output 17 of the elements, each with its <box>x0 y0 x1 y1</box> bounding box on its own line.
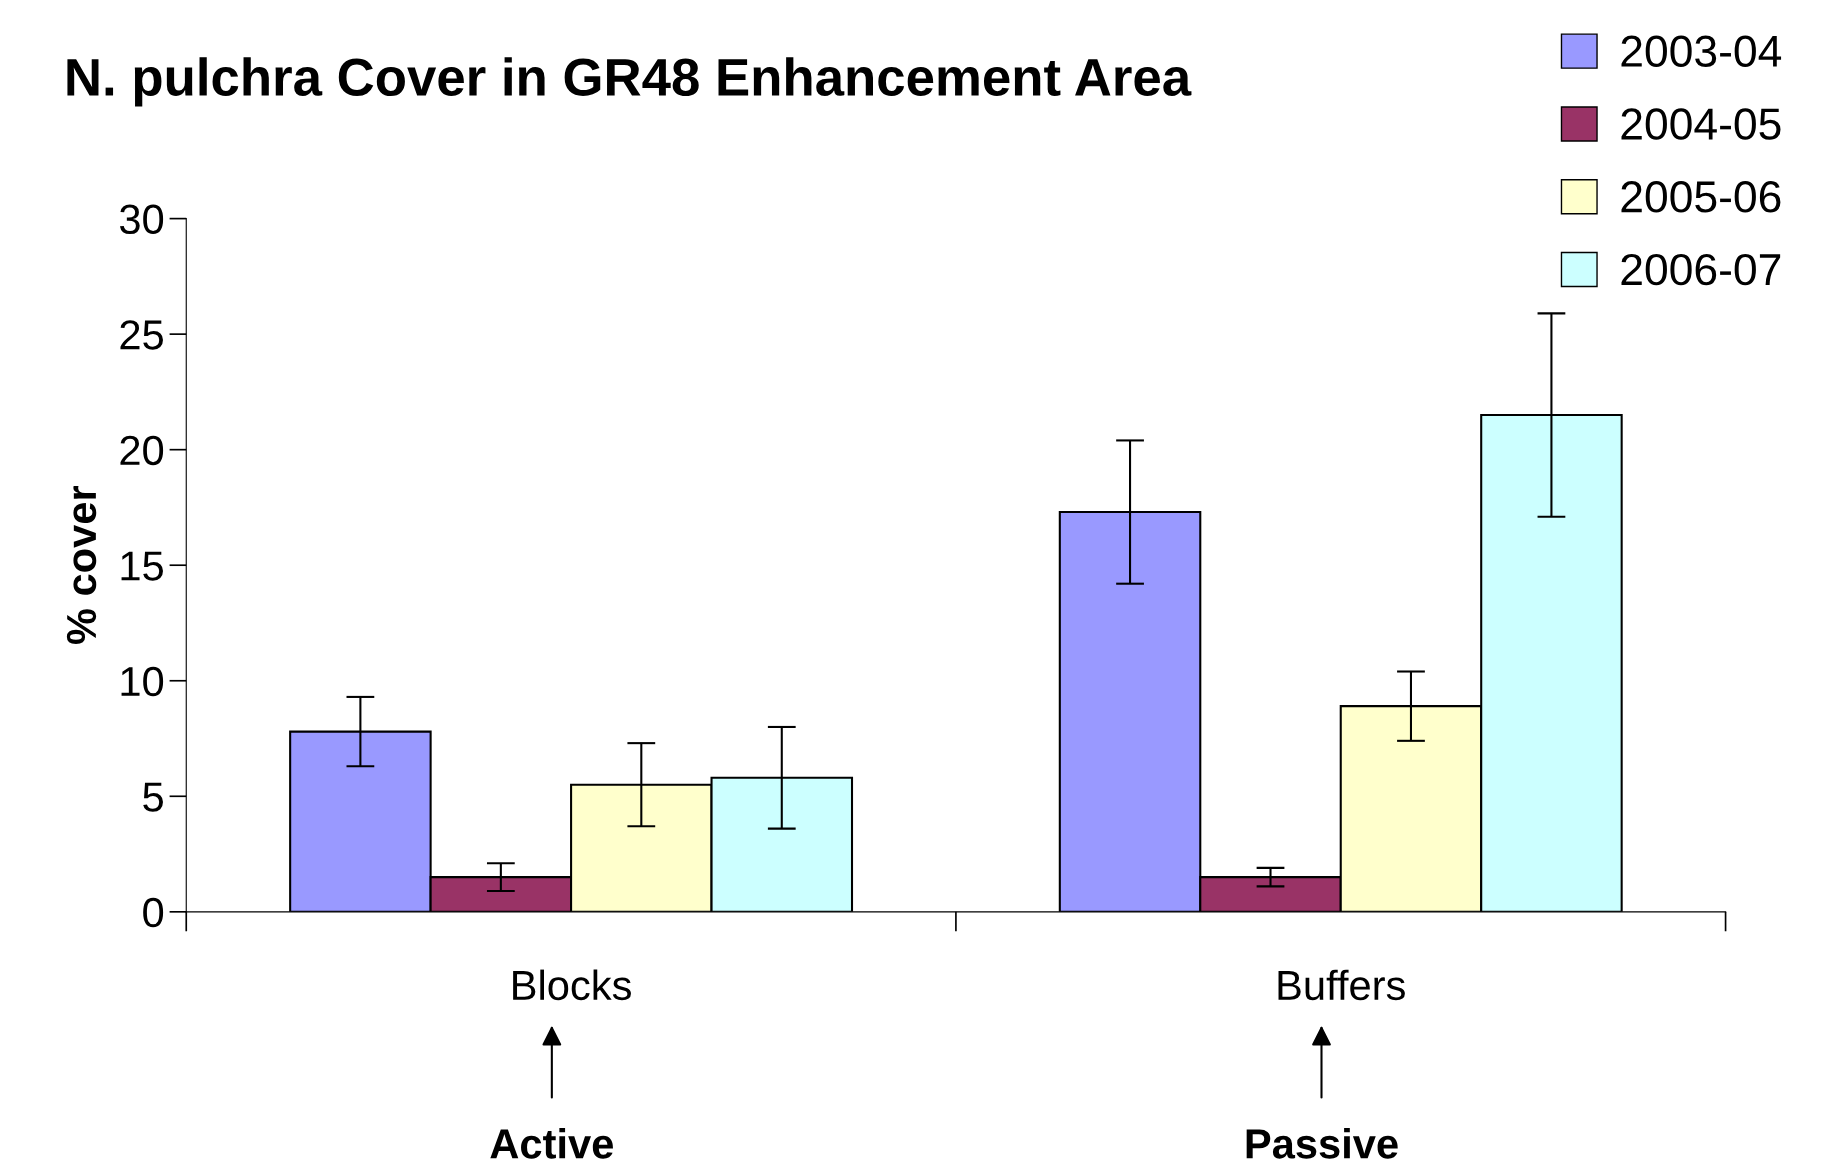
y-tick-label: 15 <box>121 551 163 581</box>
chart-title: N. pulchra Cover in GR48 Enhancement Area <box>67 57 1192 107</box>
legend-label: 2006-07 <box>1621 253 1781 286</box>
y-tick-label: 5 <box>143 782 163 812</box>
x-tick-label: Buffers <box>1278 969 1405 1001</box>
x-tick-label: Blocks <box>513 969 631 1001</box>
legend-label: 2003-04 <box>1621 35 1782 68</box>
legend-label: 2004-05 <box>1621 108 1781 140</box>
y-tick-label: 10 <box>121 666 164 697</box>
text: Passive <box>1246 1128 1398 1159</box>
y-axis-title: % cover <box>66 485 97 645</box>
y-tick-label: 20 <box>120 435 164 466</box>
y-tick-label: 25 <box>120 320 163 350</box>
y-tick-label: 0 <box>143 897 164 928</box>
legend-label: 2005-06 <box>1621 181 1781 213</box>
y-tick-label: 30 <box>119 204 164 235</box>
text: Active <box>490 1128 613 1159</box>
